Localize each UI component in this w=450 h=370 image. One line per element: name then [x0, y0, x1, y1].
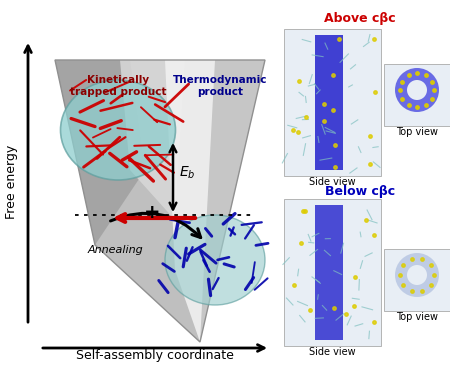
Polygon shape — [120, 60, 185, 220]
Ellipse shape — [60, 80, 176, 180]
Text: Top view: Top view — [396, 312, 438, 322]
Text: +: + — [144, 204, 160, 222]
FancyBboxPatch shape — [384, 249, 450, 311]
FancyBboxPatch shape — [384, 64, 450, 126]
FancyBboxPatch shape — [284, 199, 381, 346]
Text: Above cβc: Above cβc — [324, 12, 396, 25]
Polygon shape — [200, 60, 265, 342]
Circle shape — [395, 68, 439, 112]
Text: Free energy: Free energy — [5, 145, 18, 219]
Text: Side view: Side view — [309, 177, 356, 187]
Text: Annealing: Annealing — [87, 245, 143, 255]
Polygon shape — [165, 60, 215, 342]
Circle shape — [407, 80, 427, 100]
Polygon shape — [55, 60, 145, 245]
FancyBboxPatch shape — [315, 35, 343, 170]
Text: Thermodynamic
product: Thermodynamic product — [173, 75, 267, 97]
Text: Self-assembly coordinate: Self-assembly coordinate — [76, 349, 234, 362]
FancyBboxPatch shape — [315, 205, 343, 340]
Ellipse shape — [165, 215, 265, 305]
Circle shape — [395, 253, 439, 297]
FancyBboxPatch shape — [284, 29, 381, 176]
Text: Top view: Top view — [396, 127, 438, 137]
Text: Below cβc: Below cβc — [325, 185, 395, 198]
Circle shape — [407, 265, 427, 285]
Text: $E_b$: $E_b$ — [179, 164, 195, 181]
Text: Kinetically
trapped product: Kinetically trapped product — [70, 75, 166, 97]
Text: Side view: Side view — [309, 347, 356, 357]
Polygon shape — [55, 60, 265, 342]
